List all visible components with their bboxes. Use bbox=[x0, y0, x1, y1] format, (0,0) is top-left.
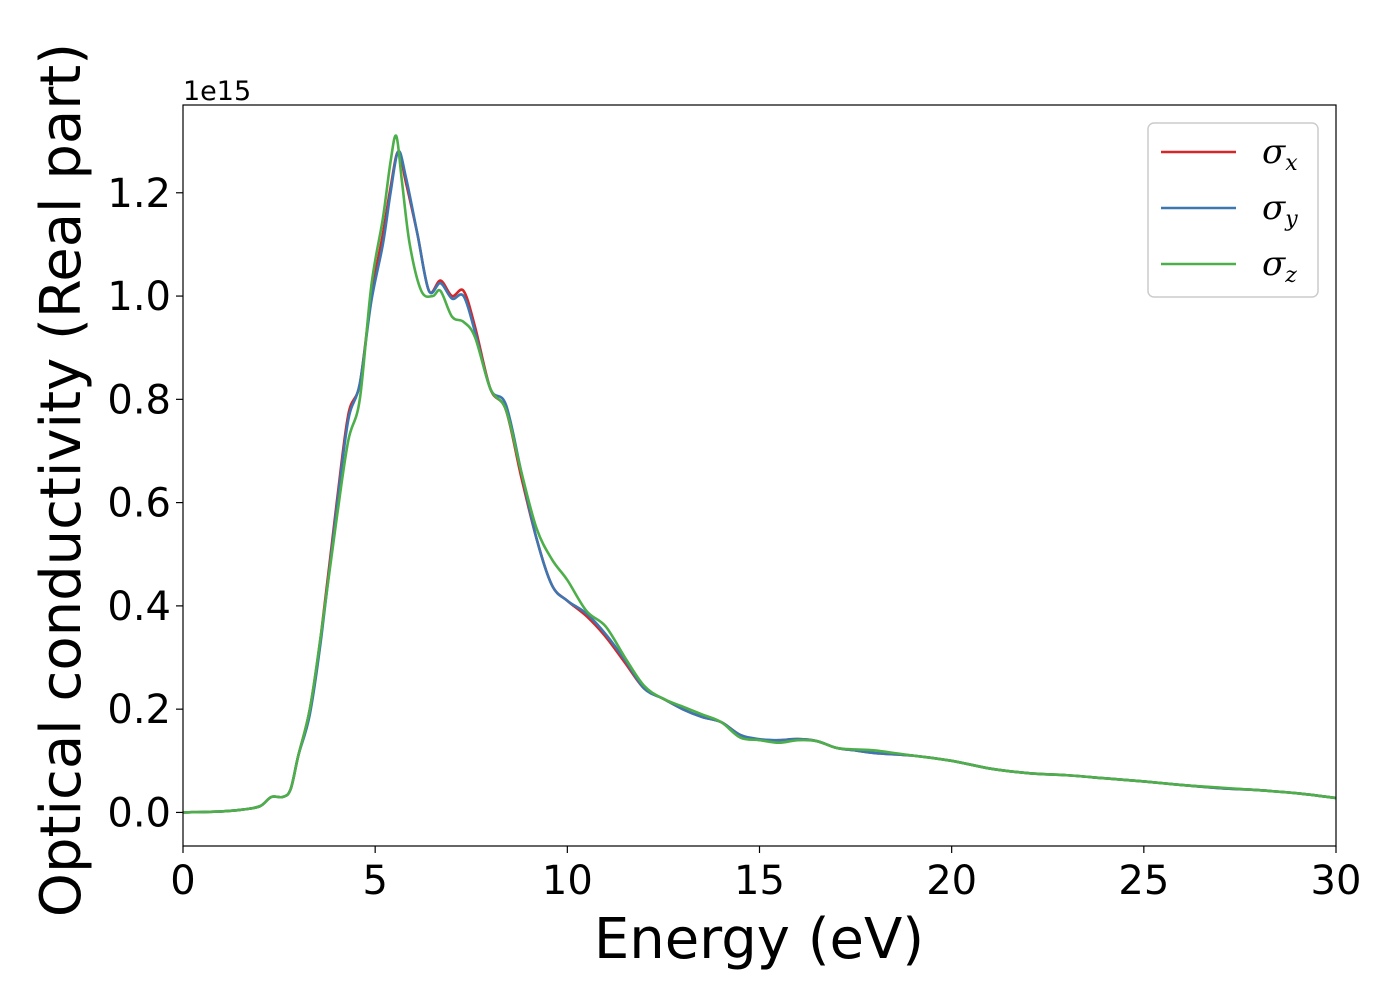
y-tick-label: 0.2 bbox=[107, 687, 171, 733]
y-tick-label: 0.0 bbox=[107, 790, 171, 836]
series-layer bbox=[182, 134, 1337, 814]
x-tick-label: 20 bbox=[926, 858, 977, 904]
y-offset-label: 1e15 bbox=[183, 76, 251, 107]
x-tick-label: 15 bbox=[734, 858, 785, 904]
x-tick-label: 0 bbox=[170, 858, 195, 904]
x-tick-label: 5 bbox=[362, 858, 387, 904]
y-tick-label: 0.4 bbox=[107, 584, 171, 630]
series-line-z bbox=[182, 134, 1337, 814]
x-tick-label: 30 bbox=[1311, 858, 1362, 904]
legend-box bbox=[1147, 122, 1319, 298]
y-axis-title: Optical conductivity (Real part) bbox=[29, 43, 94, 917]
x-tick-label: 25 bbox=[1118, 858, 1169, 904]
legend-label-z: σz bbox=[1262, 244, 1297, 288]
y-tick-label: 1.0 bbox=[107, 274, 171, 320]
x-axis-title: Energy (eV) bbox=[594, 907, 924, 972]
y-tick-label: 1.2 bbox=[107, 171, 171, 217]
x-tick-label: 10 bbox=[542, 858, 593, 904]
ticks-layer: 0 5 10 15 20 25 30 0.0 0.2 0.4 0.6 0.8 1.0 1.2 bbox=[107, 171, 1361, 904]
y-tick-label: 0.6 bbox=[107, 481, 171, 527]
y-tick-label: 0.8 bbox=[107, 377, 171, 423]
legend: σx σy σz bbox=[1147, 122, 1319, 298]
legend-label-x: σx bbox=[1262, 132, 1298, 176]
legend-label-y: σy bbox=[1262, 188, 1298, 232]
